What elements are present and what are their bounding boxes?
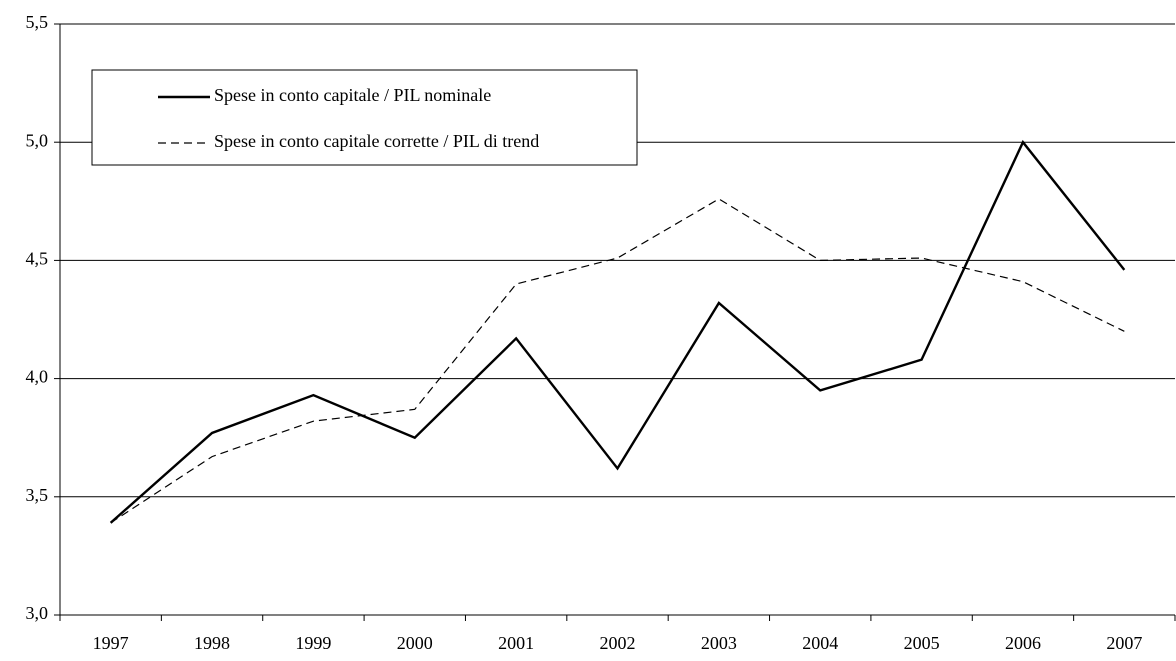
x-tick-label: 2004 (802, 633, 838, 653)
y-tick-label: 3,5 (26, 485, 49, 505)
y-tick-label: 4,0 (26, 367, 49, 387)
x-tick-label: 1999 (295, 633, 331, 653)
series-line (109, 139, 1126, 524)
series-line (110, 198, 1125, 524)
y-tick-label: 4,5 (26, 249, 49, 269)
x-tick-label: 2006 (1005, 633, 1041, 653)
legend-label: Spese in conto capitale / PIL nominale (214, 85, 491, 105)
x-tick-label: 2007 (1106, 633, 1142, 653)
x-tick-label: 2000 (397, 633, 433, 653)
x-tick-label: 2002 (600, 633, 636, 653)
x-tick-label: 2001 (498, 633, 534, 653)
x-tick-label: 2003 (701, 633, 737, 653)
legend-box (91, 69, 638, 166)
y-tick-label: 3,0 (26, 603, 49, 623)
legend-label: Spese in conto capitale corrette / PIL d… (214, 131, 539, 151)
x-tick-label: 1997 (93, 633, 129, 653)
y-tick-label: 5,5 (26, 12, 49, 32)
x-tick-label: 2005 (904, 633, 940, 653)
x-tick-label: 1998 (194, 633, 230, 653)
y-tick-label: 5,0 (26, 130, 49, 150)
